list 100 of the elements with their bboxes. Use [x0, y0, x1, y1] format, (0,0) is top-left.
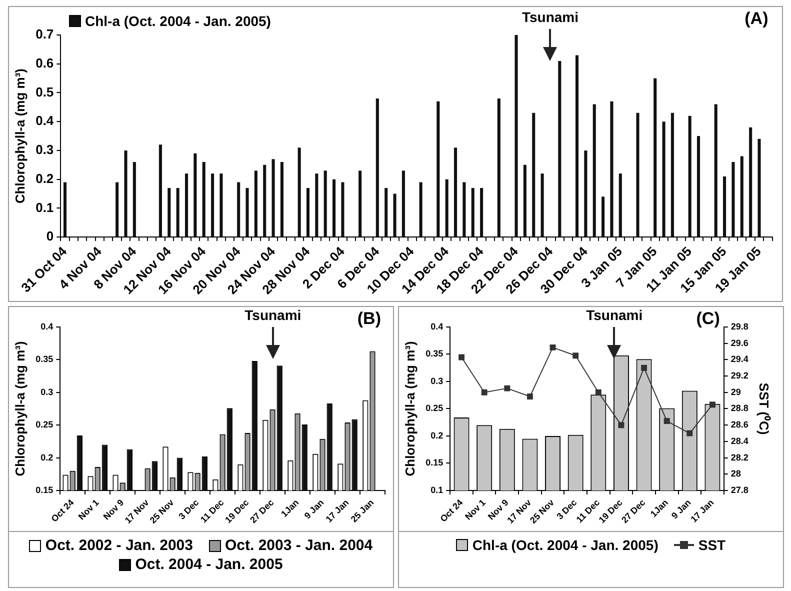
y-tick-label: 0.7 [36, 26, 54, 42]
y2-tick-label: 29 [730, 386, 741, 397]
y2-tick-label: 29.2 [730, 370, 748, 381]
bar [662, 122, 666, 237]
bar [592, 104, 596, 237]
bar [714, 104, 718, 237]
point [481, 389, 488, 396]
y-axis-title: Chlorophyll-a (mg m³) [12, 341, 28, 476]
y2-tick-label: 27.8 [730, 484, 748, 495]
x-tick-label: 19 Dec [223, 497, 251, 526]
x-tick-label: Nov 1 [463, 497, 488, 522]
text: Tsunami [586, 306, 643, 323]
point [664, 418, 670, 424]
legend-label: Chl-a (Oct. 2004 - Jan. 2005) [472, 537, 658, 553]
y2-tick-label: 29.6 [730, 338, 748, 348]
bar [176, 188, 180, 237]
bar [758, 138, 761, 237]
bar [116, 182, 119, 237]
y-tick-label: 0.3 [430, 376, 444, 386]
point [526, 394, 533, 400]
bar [254, 170, 258, 237]
y-tick-label: 0.2 [430, 430, 444, 440]
point [458, 354, 464, 360]
x-tick-label: 25 Jan [348, 497, 376, 524]
legend-label: Oct. 2004 - Jan. 2005 [135, 556, 283, 573]
y2-tick-label: 28.6 [730, 420, 748, 430]
point [641, 364, 648, 371]
y-tick-label: 0.25 [36, 420, 54, 430]
bar [63, 182, 67, 237]
bar [575, 55, 579, 237]
bar [393, 194, 396, 237]
y2-tick-label: 28.2 [730, 452, 748, 462]
y-tick-label: 0.25 [426, 403, 444, 414]
bar [523, 164, 526, 237]
bar [532, 112, 536, 237]
y-axis-title: Chlorophyll-a (mg m³) [12, 68, 28, 204]
point [686, 430, 693, 436]
y-tick-label: 0.35 [426, 348, 444, 359]
text: Tsunami [244, 306, 302, 323]
bar [237, 182, 240, 237]
bar [670, 112, 674, 237]
bar [194, 153, 197, 237]
annotation: (C) [696, 309, 720, 328]
x-tick-label: 11 Dec [198, 497, 226, 525]
y-tick-label: 0.1 [430, 484, 444, 495]
bar [654, 78, 657, 237]
bar [358, 170, 362, 237]
bar [332, 179, 336, 237]
bar [471, 188, 474, 237]
point [504, 385, 510, 392]
y-tick-label: 0.2 [40, 452, 54, 462]
legend-label: Chl-a (Oct. 2004 - Jan. 2005) [85, 13, 271, 29]
x-tick-label: Nov 1 [76, 497, 101, 522]
bar [584, 150, 588, 237]
bar [558, 60, 562, 237]
y-tick-label: 0.5 [36, 84, 54, 100]
y-tick-label: 0.4 [40, 321, 54, 332]
y-tick-label: 0.1 [36, 200, 54, 215]
y-tick-label: 0.4 [36, 113, 54, 128]
y-tick-label: 0.3 [36, 142, 54, 158]
bar [263, 164, 266, 237]
bar [696, 136, 700, 237]
text: Tsunami [522, 8, 579, 25]
bar [315, 174, 318, 237]
annotation: (B) [357, 309, 381, 328]
bar [514, 35, 518, 237]
bar [341, 182, 344, 237]
bar [454, 148, 458, 237]
bar [540, 174, 544, 237]
x-tick-label: Oct 24 [49, 497, 76, 524]
bar [246, 188, 249, 237]
x-tick-label: Nov 9 [101, 497, 126, 522]
point [550, 344, 556, 350]
y-tick-label: 0.2 [36, 170, 54, 186]
y2-tick-label: 29.4 [730, 354, 748, 364]
bar [384, 188, 388, 237]
y-tick-label: 0.6 [36, 55, 54, 70]
bar [636, 112, 640, 237]
bar [497, 98, 500, 237]
bar [610, 101, 614, 237]
y-tick-label: 0 [46, 228, 54, 244]
bar [132, 162, 136, 237]
y2-tick-label: 28 [730, 468, 741, 479]
bar [220, 174, 223, 237]
bar [124, 150, 128, 237]
y-tick-label: 0.15 [426, 458, 444, 468]
bar [211, 174, 214, 237]
bar [280, 162, 284, 237]
y-tick-label: 0.35 [36, 354, 54, 364]
bar [202, 162, 206, 237]
bar [298, 148, 301, 237]
bar [168, 188, 171, 237]
bar [324, 170, 327, 237]
y-tick-label: 0.4 [430, 321, 444, 332]
y2-tick-label: 28.8 [730, 403, 748, 414]
y-axis-title: Chlorophyll-a (mg m³) [402, 341, 418, 476]
legend-label: SST [698, 537, 726, 553]
y2-tick-label: 29.8 [730, 321, 748, 332]
bar [436, 101, 440, 237]
bar [602, 196, 605, 237]
